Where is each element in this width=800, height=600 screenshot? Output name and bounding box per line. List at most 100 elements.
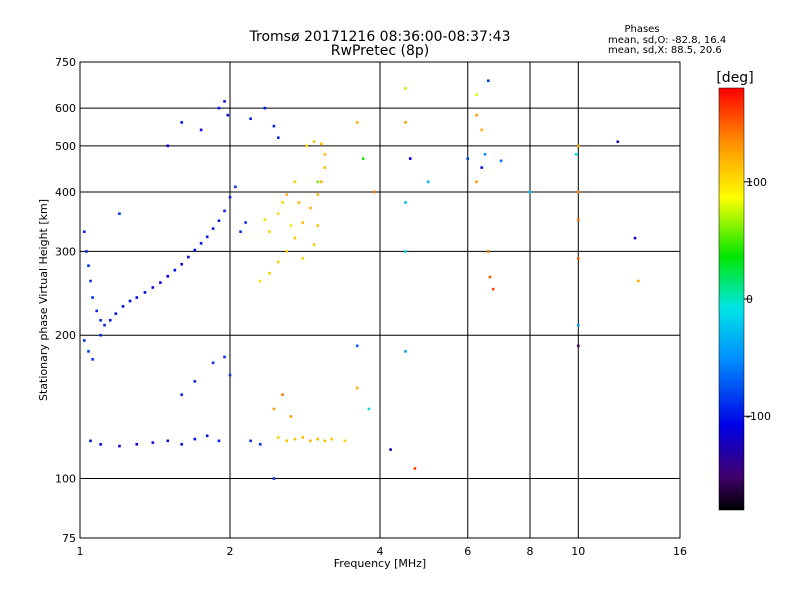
data-point bbox=[166, 274, 170, 278]
data-point bbox=[499, 159, 503, 163]
data-point bbox=[114, 312, 118, 315]
x-tick-label: 1 bbox=[77, 545, 84, 558]
data-point bbox=[143, 291, 147, 294]
data-point bbox=[99, 318, 102, 322]
data-point bbox=[91, 358, 94, 361]
data-point bbox=[166, 439, 170, 443]
data-point bbox=[244, 221, 247, 224]
data-point bbox=[285, 193, 289, 196]
data-point bbox=[135, 296, 139, 299]
data-point bbox=[312, 140, 316, 144]
data-point bbox=[320, 180, 323, 184]
data-point bbox=[487, 79, 490, 83]
data-point bbox=[576, 190, 580, 194]
colorbar-label: [deg] bbox=[716, 70, 753, 86]
data-point bbox=[293, 437, 297, 441]
data-point bbox=[316, 180, 320, 184]
data-point bbox=[480, 166, 484, 169]
data-point bbox=[118, 444, 121, 448]
data-point bbox=[180, 262, 184, 266]
data-point bbox=[491, 287, 495, 291]
data-point bbox=[228, 195, 232, 199]
data-point bbox=[404, 201, 407, 204]
data-point bbox=[234, 185, 237, 189]
data-point bbox=[404, 250, 407, 253]
y-tick-label: 400 bbox=[55, 186, 76, 199]
data-point bbox=[272, 477, 276, 480]
data-point bbox=[276, 136, 280, 140]
data-point bbox=[217, 439, 221, 443]
data-point bbox=[258, 279, 262, 283]
data-point bbox=[272, 124, 276, 128]
colorbar-tick-label: 0 bbox=[746, 293, 753, 306]
colorbar-tick-label: -100 bbox=[746, 410, 771, 423]
data-point bbox=[187, 255, 190, 259]
data-point bbox=[217, 106, 221, 110]
data-point bbox=[85, 250, 88, 253]
data-point bbox=[355, 386, 359, 390]
data-point bbox=[228, 373, 232, 377]
data-point bbox=[281, 201, 284, 204]
grid-lines bbox=[80, 62, 680, 538]
data-point bbox=[576, 144, 580, 148]
x-tick-label: 8 bbox=[527, 545, 534, 558]
y-axis-ticks: 75 100 200 300 400 500 600 750 bbox=[55, 56, 76, 545]
data-point bbox=[276, 260, 280, 264]
colorbar-tick-label: 100 bbox=[746, 176, 767, 189]
data-point bbox=[320, 142, 323, 146]
data-point bbox=[91, 296, 94, 299]
data-point bbox=[289, 224, 293, 227]
data-point bbox=[301, 257, 305, 260]
data-point bbox=[217, 219, 221, 223]
y-tick-label: 75 bbox=[62, 532, 76, 545]
data-point bbox=[576, 218, 580, 221]
y-tick-label: 200 bbox=[55, 329, 76, 342]
data-point bbox=[121, 305, 125, 308]
data-point bbox=[128, 299, 132, 303]
data-point bbox=[323, 166, 327, 169]
x-tick-label: 4 bbox=[377, 545, 384, 558]
data-point bbox=[293, 236, 297, 240]
data-point bbox=[404, 87, 407, 90]
stats-line-o: mean, sd,O: -82.8, 16.4 bbox=[608, 35, 726, 46]
data-point bbox=[108, 318, 112, 322]
data-point bbox=[103, 323, 106, 327]
data-point bbox=[166, 144, 170, 148]
data-point bbox=[249, 117, 252, 121]
colorbar-ticks: 100 0 -100 bbox=[744, 176, 771, 423]
data-point bbox=[404, 121, 407, 124]
data-point bbox=[528, 190, 532, 194]
chart-subtitle: RwPretec (8p) bbox=[331, 43, 429, 59]
data-point bbox=[193, 380, 197, 383]
data-point bbox=[312, 243, 316, 246]
plot-frame bbox=[79, 61, 681, 539]
data-point bbox=[99, 443, 102, 446]
data-point bbox=[475, 113, 478, 117]
data-point bbox=[323, 439, 327, 443]
data-point bbox=[276, 436, 280, 439]
data-point bbox=[426, 180, 430, 184]
data-point bbox=[487, 250, 490, 253]
data-point bbox=[193, 248, 197, 252]
data-point bbox=[404, 350, 407, 353]
x-tick-label: 6 bbox=[464, 545, 471, 558]
data-point bbox=[89, 279, 92, 283]
data-point bbox=[211, 361, 215, 365]
data-point bbox=[180, 443, 184, 446]
data-point bbox=[205, 434, 209, 438]
y-tick-label: 300 bbox=[55, 245, 76, 258]
data-point bbox=[389, 448, 392, 451]
data-point bbox=[180, 393, 184, 397]
data-point bbox=[413, 467, 417, 470]
data-point bbox=[199, 128, 203, 132]
data-point bbox=[637, 279, 640, 283]
chart-title: Tromsø 20171216 08:36:00-08:37:43 bbox=[249, 29, 511, 45]
data-point bbox=[475, 180, 478, 184]
data-point bbox=[239, 230, 242, 234]
data-point bbox=[87, 350, 90, 353]
x-tick-label: 10 bbox=[571, 545, 585, 558]
data-point bbox=[226, 113, 230, 117]
y-tick-label: 600 bbox=[55, 102, 76, 115]
data-point bbox=[258, 443, 262, 446]
